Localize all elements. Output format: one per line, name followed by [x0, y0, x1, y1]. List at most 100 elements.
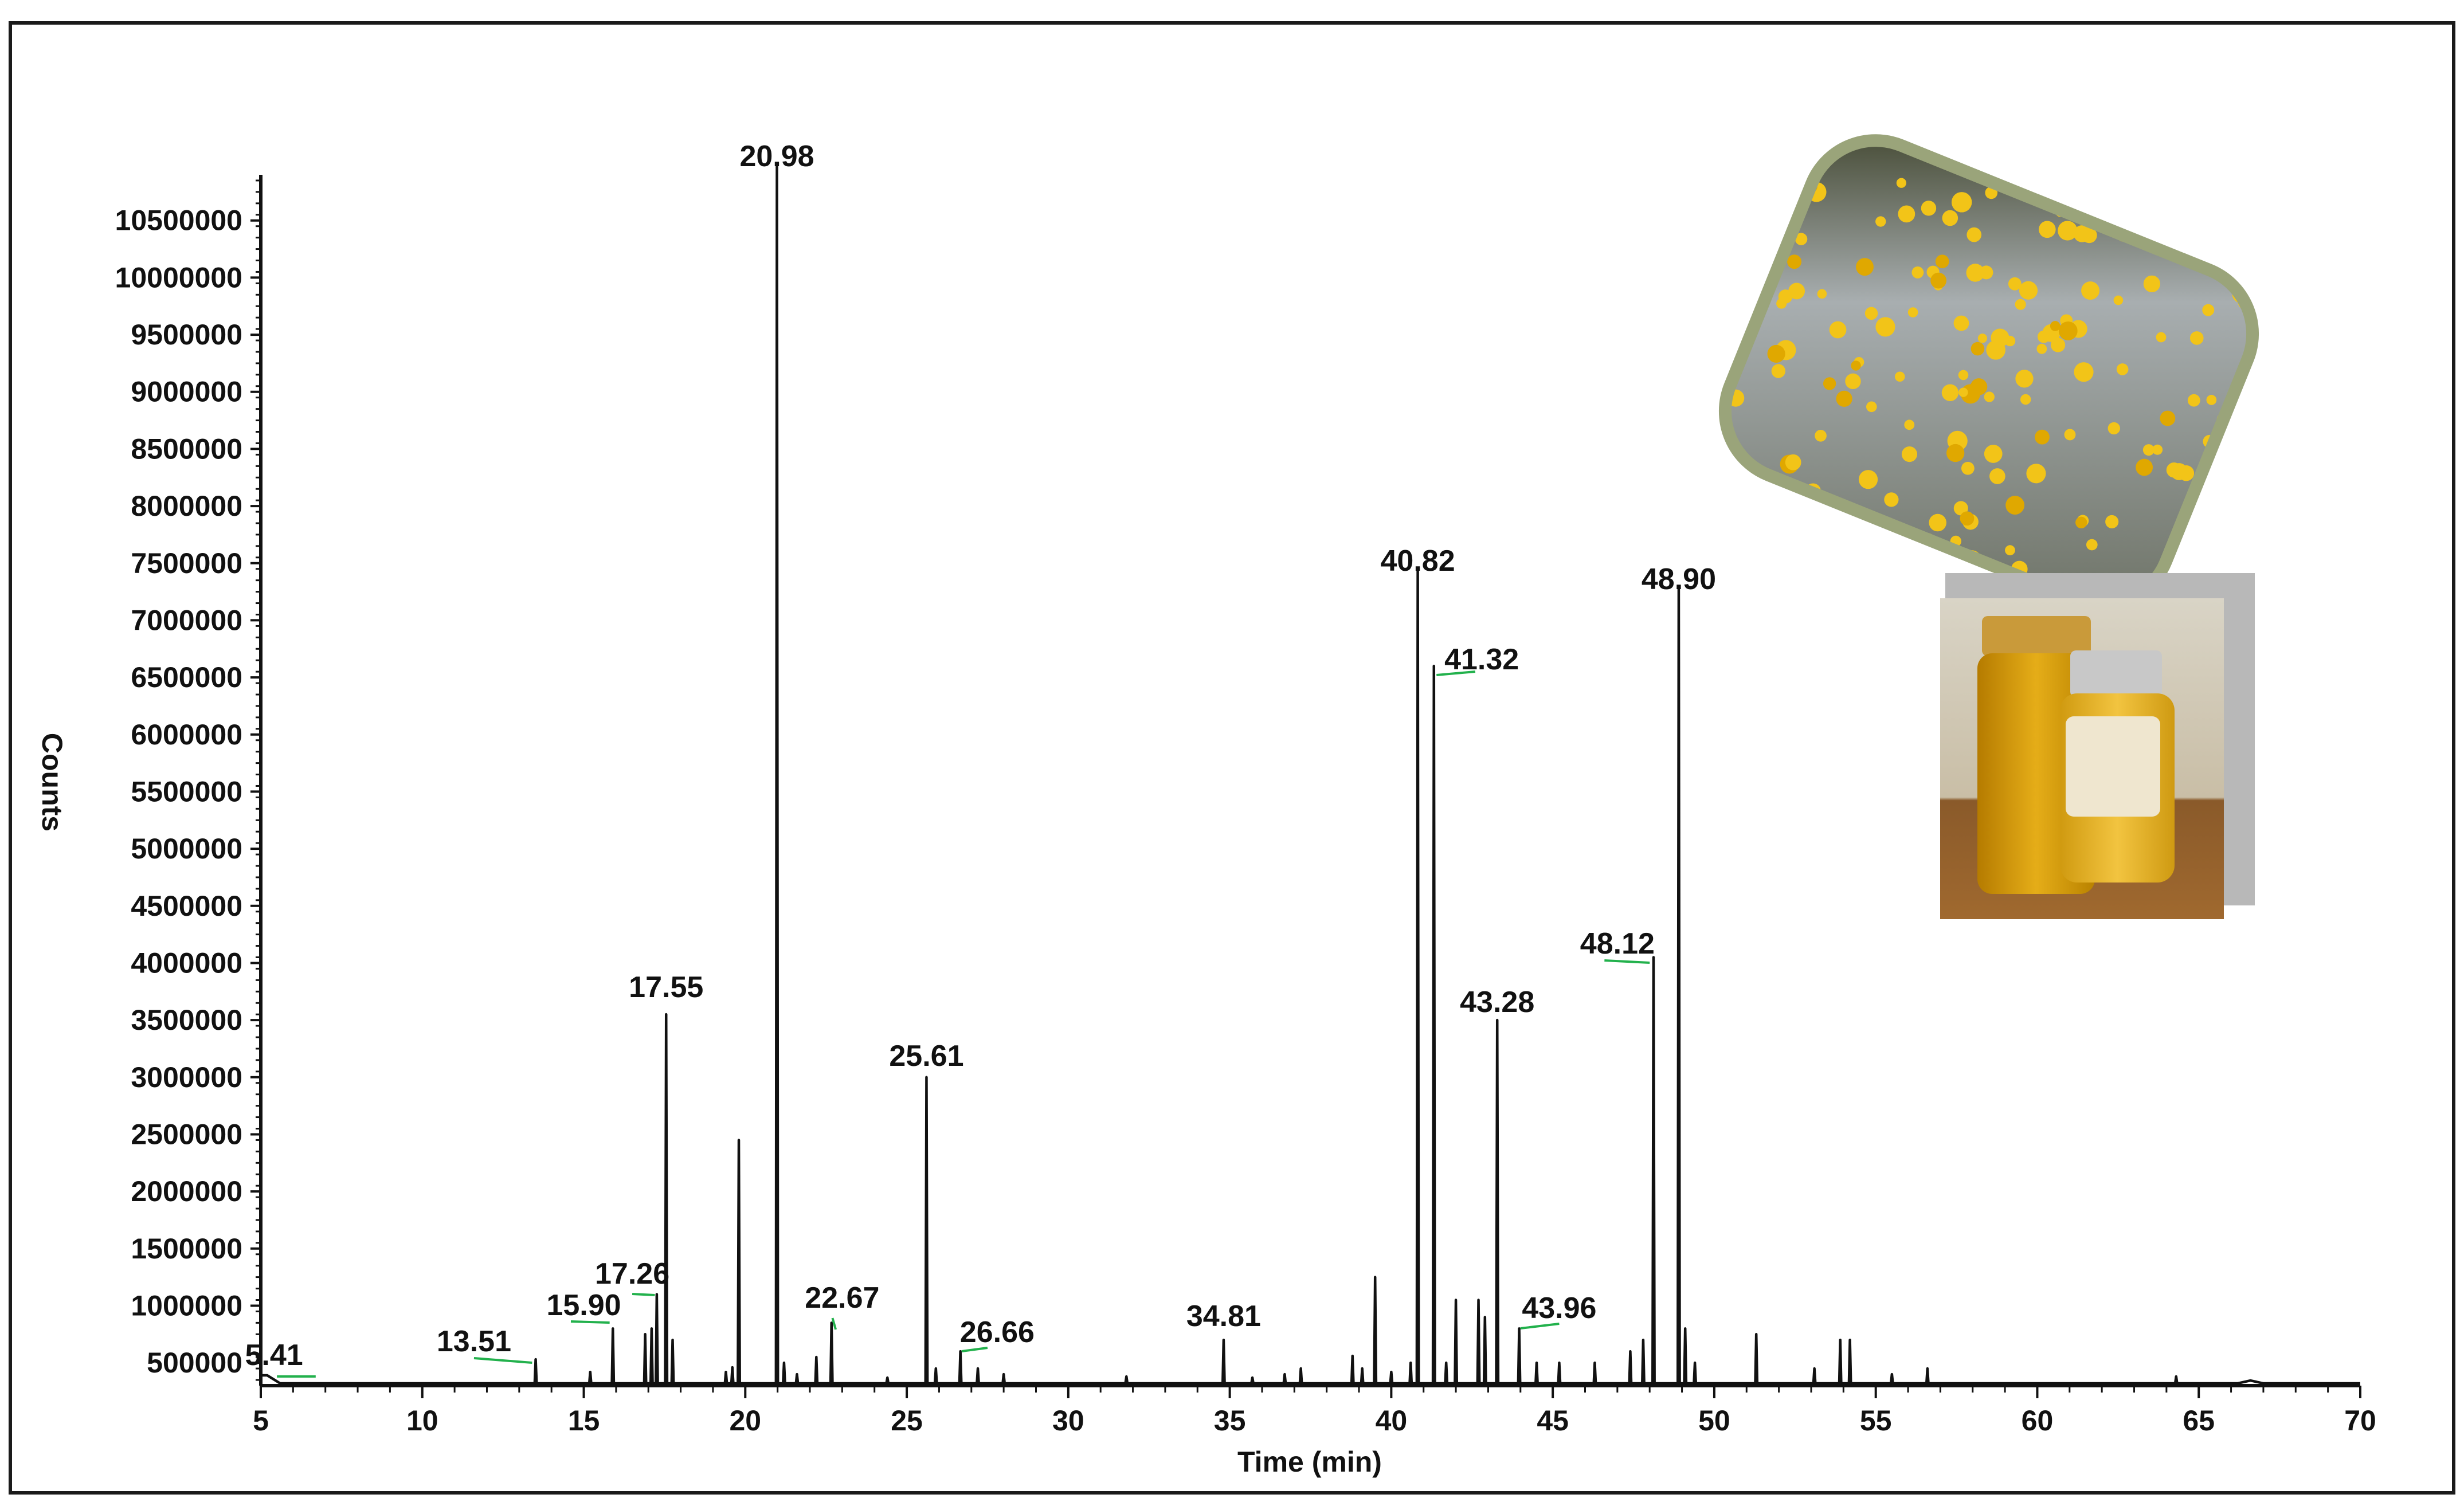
flower [1991, 328, 2009, 347]
essential-oil-bottles-photo [1940, 573, 2255, 919]
flower [1823, 377, 1836, 390]
y-axis-label: Counts [36, 733, 68, 832]
y-tick-label: 7000000 [131, 604, 242, 636]
x-tick-label: 15 [568, 1405, 600, 1437]
flower [1966, 264, 1985, 282]
flower [2149, 221, 2160, 233]
y-tick-label: 9000000 [131, 376, 242, 408]
peak-label: 41.32 [1444, 643, 1519, 676]
flower [1989, 468, 2005, 484]
flower [1960, 511, 1975, 526]
y-tick-label: 1500000 [131, 1233, 242, 1265]
peak-leader-line [570, 1320, 610, 1324]
flower [1901, 446, 1918, 462]
flower [2075, 170, 2085, 180]
flower [1896, 178, 1906, 188]
flower [1911, 266, 1924, 279]
flower [1724, 225, 1742, 243]
flower [2156, 332, 2167, 343]
y-tick-label: 4500000 [131, 890, 242, 922]
flower [1846, 546, 1858, 559]
helichrysum-photo [1704, 134, 2274, 611]
flower [1829, 321, 1847, 339]
x-tick-label: 45 [1537, 1405, 1569, 1437]
flower [2152, 444, 2163, 455]
flower [2200, 545, 2215, 559]
flower [1941, 384, 1959, 401]
y-tick-label: 1000000 [131, 1289, 242, 1321]
flower [1921, 201, 1937, 216]
flower [1875, 216, 1886, 227]
x-major-ticks: 5 10 15 20 25 30 35 40 45 50 55 60 65 70 [253, 1386, 2376, 1437]
flower [1961, 461, 1975, 475]
x-tick-label: 25 [891, 1405, 923, 1437]
flower [2019, 281, 2038, 300]
x-axis: 5 10 15 20 25 30 35 40 45 50 55 60 65 70 [253, 1384, 2376, 1437]
flower [1843, 519, 1858, 534]
flower [2241, 482, 2261, 503]
flower [2202, 304, 2215, 316]
peak-label: 20.98 [739, 140, 814, 173]
flower [1758, 224, 1770, 236]
y-tick-label: 3500000 [131, 1004, 242, 1036]
peak-label: 48.90 [1642, 563, 1716, 596]
peak-label: 25.61 [889, 1040, 963, 1073]
y-minor-ticks [256, 179, 261, 1381]
peak-label: 22.67 [805, 1281, 879, 1315]
flower [1875, 317, 1895, 337]
flower [1733, 477, 1754, 499]
flower [1864, 307, 1878, 320]
x-tick-label: 55 [1860, 1405, 1892, 1437]
flower [2058, 321, 2078, 340]
flower [2245, 195, 2264, 215]
peak-leader-line [961, 1347, 988, 1352]
peak-leader-line [1436, 670, 1476, 676]
flower [1836, 390, 1852, 407]
flower [1817, 289, 1827, 299]
flower [1970, 378, 1988, 395]
flower [2051, 338, 2066, 352]
flower [1930, 272, 1947, 289]
peak-leader-line [1604, 959, 1650, 964]
flower [1785, 454, 1801, 470]
x-tick-label: 35 [1214, 1405, 1246, 1437]
flower [1815, 429, 1827, 442]
peak-label: 15.90 [546, 1289, 621, 1322]
flower [1784, 168, 1802, 186]
flower [2015, 299, 2026, 310]
flower [2005, 545, 2015, 556]
flower [1866, 401, 1877, 413]
flower [1958, 387, 1968, 397]
flower [1856, 258, 1874, 276]
y-major-ticks: 500000 1000000 1500000 2000000 2500000 300000… [115, 205, 261, 1379]
y-tick-label: 6500000 [131, 661, 242, 693]
flower [1942, 210, 1958, 226]
flower [2064, 429, 2076, 441]
x-minor-ticks [292, 1386, 2329, 1393]
y-tick-label: 5500000 [131, 775, 242, 807]
figure-frame [9, 21, 2455, 1495]
flower [2082, 167, 2094, 179]
flower [2038, 221, 2056, 238]
x-tick-label: 20 [729, 1405, 761, 1437]
y-tick-label: 8000000 [131, 490, 242, 522]
flower [1984, 445, 2003, 463]
flower [2220, 508, 2239, 526]
peak-label: 43.96 [1522, 1292, 1596, 1325]
y-tick-label: 4000000 [131, 947, 242, 979]
flower [2075, 516, 2087, 528]
flower [1967, 227, 1982, 242]
y-tick-label: 6000000 [131, 719, 242, 751]
flower [2116, 363, 2129, 375]
flower [1788, 283, 1805, 300]
flower [2073, 225, 2091, 242]
y-tick-label: 10000000 [115, 261, 242, 293]
x-tick-label: 40 [1376, 1405, 1408, 1437]
flower [1877, 567, 1886, 578]
peak-leader-line [1520, 1323, 1560, 1329]
peak-label: 43.28 [1460, 986, 1534, 1019]
flower [2187, 394, 2200, 407]
flower [2242, 410, 2255, 423]
x-tick-label: 10 [406, 1405, 438, 1437]
